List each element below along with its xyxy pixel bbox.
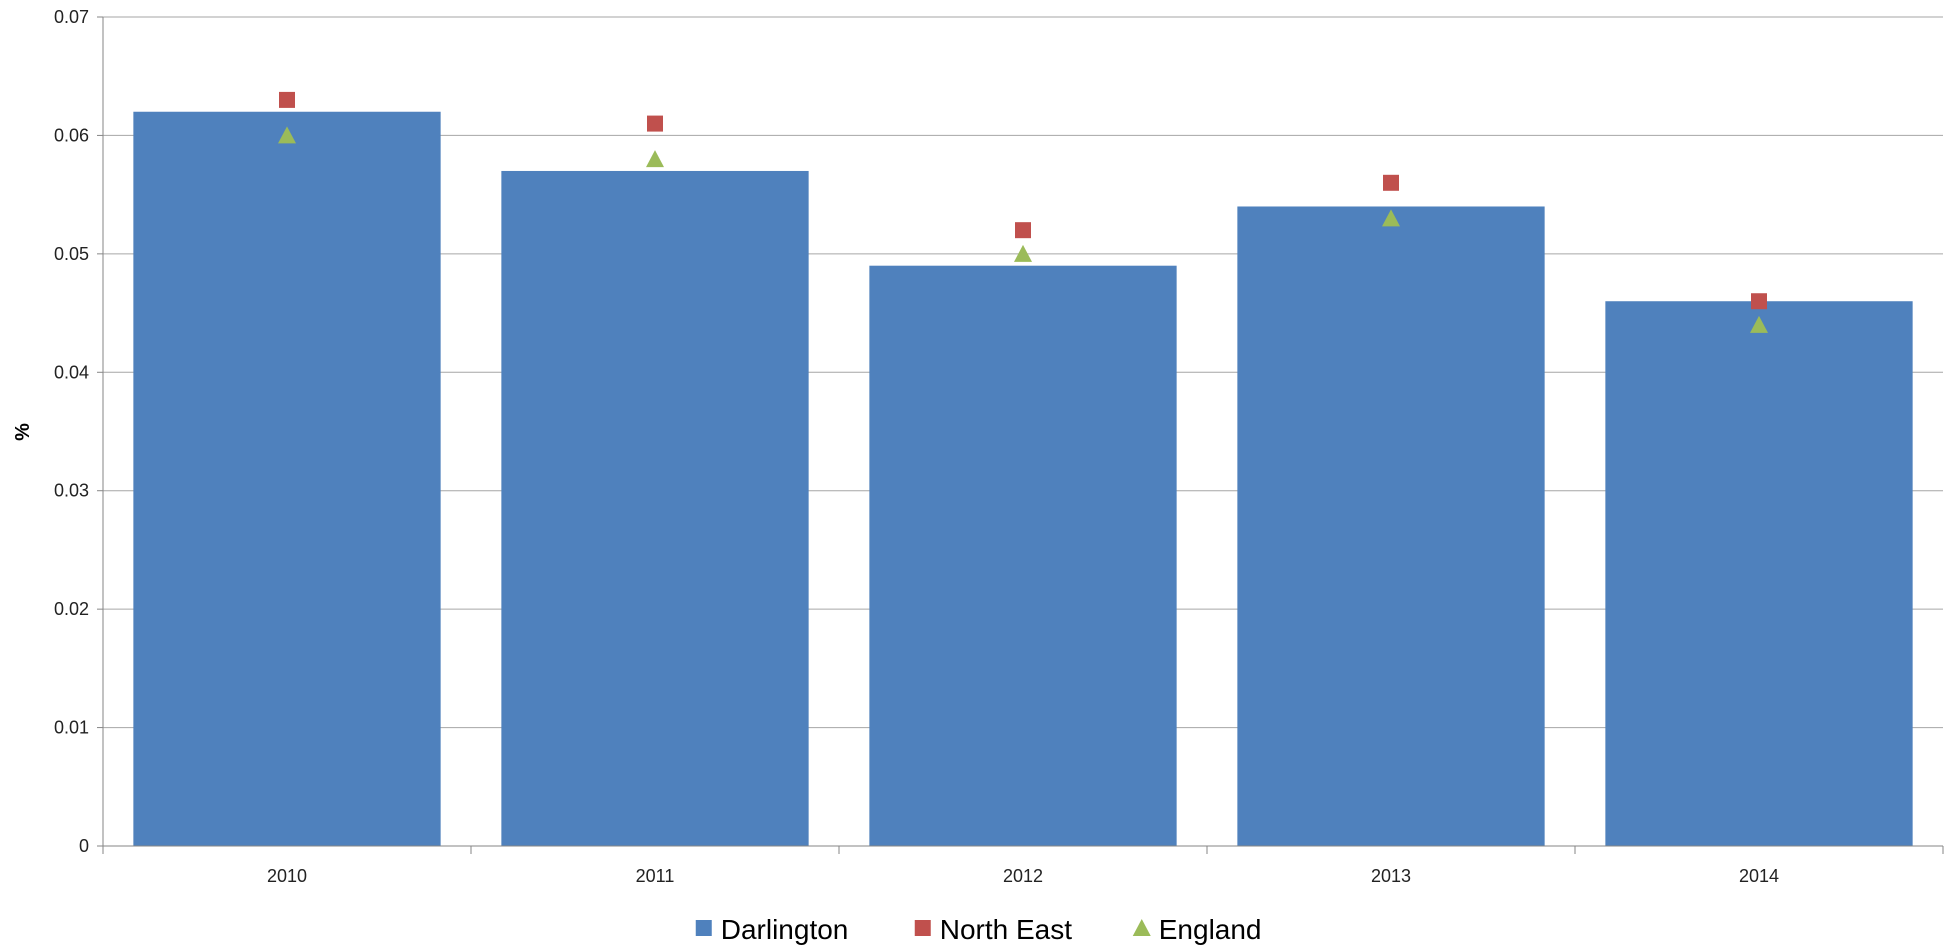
marker-england-2011 [646, 150, 664, 168]
x-tick-label: 2012 [1003, 866, 1043, 886]
marker-north-east-2012 [1015, 222, 1031, 239]
markers [278, 91, 1768, 333]
marker-england-2010 [278, 126, 296, 144]
legend-swatch-darlington [695, 920, 712, 936]
bar-2013 [1237, 206, 1545, 846]
axes: 0 0.01 0.02 0.03 0.04 0.05 0.06 0.07 2010 2011 201… [54, 7, 1944, 886]
bar-2014 [1605, 301, 1913, 846]
y-tick-label: 0.06 [54, 125, 89, 145]
bar-2011 [501, 170, 809, 846]
legend-swatch-england [1132, 919, 1151, 936]
marker-north-east-2010 [279, 91, 295, 108]
bar-2010 [133, 111, 441, 846]
y-tick-label: 0.05 [54, 244, 89, 264]
marker-england-2012 [1014, 244, 1032, 262]
legend-swatch-north-east [914, 920, 931, 936]
y-tick-label: 0.02 [54, 599, 89, 619]
marker-england-2013 [1382, 209, 1400, 227]
y-axis-title: % [12, 423, 34, 441]
legend-label-darlington: Darlington [721, 914, 849, 945]
marker-north-east-2014 [1751, 293, 1767, 310]
marker-north-east-2013 [1383, 174, 1399, 191]
y-tick-label: 0 [79, 836, 89, 856]
legend-item-england: England [1132, 914, 1262, 945]
marker-england-2014 [1750, 315, 1768, 333]
x-tick-label: 2013 [1371, 866, 1411, 886]
x-tick-label: 2010 [267, 866, 307, 886]
legend-label-north-east: North East [940, 914, 1072, 945]
y-tick-label: 0.04 [54, 362, 89, 382]
marker-north-east-2011 [647, 115, 663, 132]
bar-2012 [869, 265, 1177, 846]
x-tick-label: 2014 [1739, 866, 1779, 886]
y-tick-label: 0.07 [54, 7, 89, 27]
legend: Darlington North East England [695, 914, 1262, 945]
legend-item-north-east: North East [914, 914, 1072, 945]
y-tick-label: 0.01 [54, 718, 89, 738]
legend-item-darlington: Darlington [695, 914, 849, 945]
bars [133, 111, 1913, 846]
legend-label-england: England [1159, 914, 1262, 945]
x-tick-label: 2011 [636, 866, 675, 886]
y-tick-label: 0.03 [54, 481, 89, 501]
